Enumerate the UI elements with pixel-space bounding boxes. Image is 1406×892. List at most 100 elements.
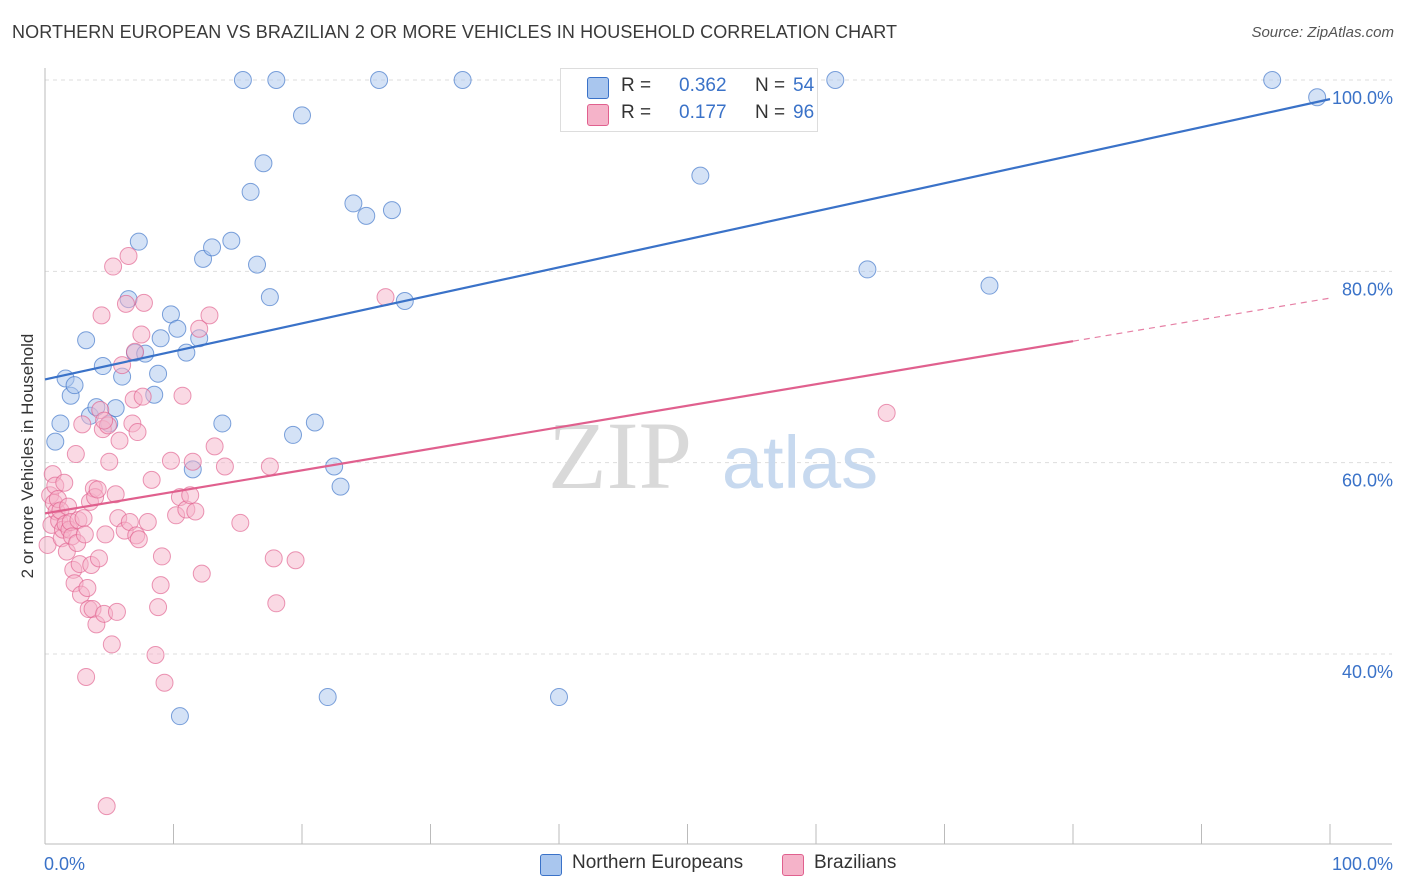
legend-swatch-blue	[540, 854, 562, 876]
legend-label: Brazilians	[814, 852, 897, 873]
point-northern-european	[46, 432, 65, 451]
trend-line-brazilians	[44, 340, 1074, 515]
series-legend: Northern Europeans Brazilians	[0, 852, 1406, 878]
point-brazilian	[55, 473, 74, 492]
watermark-zip: ZIP	[548, 402, 692, 509]
point-brazilian	[113, 356, 132, 375]
point-brazilian	[92, 306, 111, 325]
point-brazilian	[116, 294, 135, 313]
point-brazilian	[190, 319, 209, 338]
point-northern-european	[267, 71, 286, 89]
point-northern-european	[382, 201, 401, 220]
legend-n-value: 96	[793, 102, 815, 123]
point-northern-european	[233, 71, 252, 89]
point-brazilian	[110, 431, 129, 450]
legend-n-value: 54	[793, 75, 815, 96]
point-brazilian	[149, 598, 168, 617]
legend-r-value: 0.177	[679, 102, 727, 123]
point-northern-european	[241, 182, 260, 201]
point-northern-european	[318, 688, 337, 707]
point-northern-european	[453, 71, 472, 89]
point-brazilian	[181, 486, 200, 505]
source-label: Source: ZipAtlas.com	[1251, 24, 1394, 41]
point-brazilian	[173, 386, 192, 405]
point-northern-european	[1263, 71, 1282, 89]
point-northern-european	[170, 707, 189, 726]
point-brazilian	[89, 549, 108, 568]
trend-lines	[44, 98, 1331, 515]
point-brazilian	[267, 594, 286, 613]
y-tick-label: 40.0%	[1342, 662, 1393, 682]
tick-labels: 40.0% 60.0% 80.0% 100.0% 0.0% 100.0%	[44, 88, 1393, 874]
point-northern-european	[370, 71, 389, 89]
point-brazilian	[102, 635, 121, 654]
point-brazilian	[286, 551, 305, 570]
point-brazilian	[132, 325, 151, 344]
point-northern-european	[858, 260, 877, 279]
point-brazilian	[183, 452, 202, 471]
legend-swatch-pink	[587, 104, 609, 126]
point-brazilian	[106, 485, 125, 504]
point-northern-european	[980, 276, 999, 295]
point-brazilian	[155, 673, 174, 692]
point-northern-european	[168, 319, 187, 338]
point-northern-european	[77, 331, 96, 350]
watermark: ZIP atlas	[548, 402, 878, 509]
legend-n-label: N =	[755, 102, 786, 123]
y-tick-label: 80.0%	[1342, 279, 1393, 299]
point-northern-european	[293, 106, 311, 125]
watermark-atlas: atlas	[722, 421, 878, 504]
point-northern-european	[344, 194, 363, 213]
point-northern-european	[691, 166, 710, 185]
data-points	[38, 71, 1327, 816]
legend-n-label: N =	[755, 75, 786, 96]
legend-r-label: R =	[621, 75, 652, 96]
x-tick-label: 100.0%	[1332, 854, 1393, 874]
point-northern-european	[248, 255, 267, 274]
legend-label: Northern Europeans	[572, 852, 744, 873]
point-brazilian	[877, 403, 896, 422]
trend-line-northern-europeans	[44, 98, 1331, 381]
point-brazilian	[129, 530, 148, 549]
point-northern-european	[222, 231, 241, 250]
point-northern-european	[51, 414, 70, 433]
point-brazilian	[161, 451, 180, 470]
point-brazilian	[142, 470, 161, 489]
point-brazilian	[96, 525, 115, 544]
point-brazilian	[77, 667, 96, 686]
chart-title: NORTHERN EUROPEAN VS BRAZILIAN 2 OR MORE…	[12, 22, 898, 42]
point-northern-european	[151, 329, 170, 348]
point-northern-european	[331, 477, 350, 496]
point-brazilian	[146, 645, 165, 664]
point-brazilian	[215, 457, 234, 476]
point-northern-european	[284, 425, 303, 444]
point-brazilian	[200, 306, 219, 325]
point-brazilian	[152, 547, 171, 566]
point-brazilian	[73, 415, 92, 434]
point-brazilian	[107, 602, 126, 621]
point-brazilian	[97, 797, 116, 816]
y-tick-label: 100.0%	[1332, 88, 1393, 108]
point-brazilian	[78, 578, 97, 597]
point-northern-european	[305, 413, 324, 432]
point-brazilian	[138, 512, 157, 531]
correlation-legend: R = 0.362 N = 54 R = 0.177 N = 96	[560, 68, 818, 132]
point-brazilian	[88, 480, 107, 499]
point-brazilian	[192, 564, 211, 583]
point-brazilian	[100, 452, 119, 471]
point-northern-european	[550, 688, 568, 707]
point-northern-european	[357, 206, 376, 225]
point-brazilian	[264, 549, 283, 568]
point-northern-european	[254, 154, 273, 173]
point-northern-european	[149, 364, 168, 383]
point-brazilian	[205, 437, 224, 456]
point-brazilian	[134, 293, 153, 312]
point-brazilian	[104, 257, 123, 276]
point-northern-european	[129, 232, 148, 251]
point-northern-european	[213, 414, 232, 433]
point-northern-european	[826, 71, 845, 89]
axes	[44, 68, 1392, 845]
legend-swatch-blue	[587, 77, 609, 99]
trend-line-brazilians-extrapolated	[1072, 297, 1331, 342]
point-brazilian	[151, 576, 170, 595]
